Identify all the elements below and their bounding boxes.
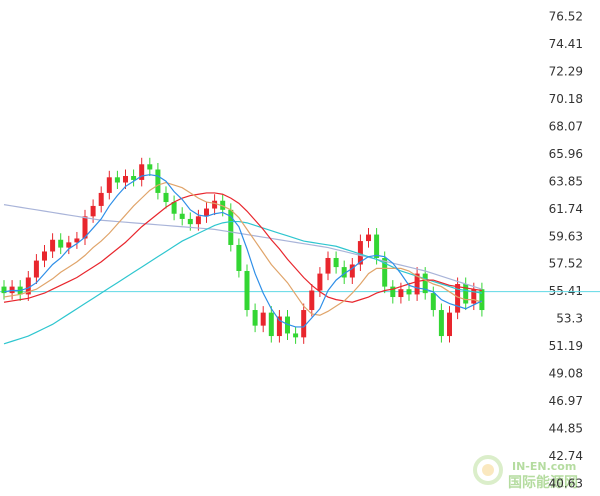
candle-body [9, 286, 15, 294]
candle-body [357, 241, 363, 265]
candle-body [195, 216, 201, 225]
candle-body [366, 234, 371, 242]
y-tick-label: 40.63 [549, 477, 583, 491]
candle-body [471, 289, 477, 304]
candle-body [455, 284, 461, 313]
candle-body [463, 284, 469, 304]
y-tick-label: 72.29 [549, 65, 583, 79]
candle-body [309, 290, 315, 311]
candle-body [293, 333, 299, 338]
candle-body [66, 242, 72, 248]
candle-body [479, 289, 485, 311]
watermark-logo [473, 455, 503, 485]
y-tick-label: 70.18 [549, 92, 583, 106]
candle-body [252, 310, 258, 326]
candle-body [438, 310, 444, 337]
moving-average-line [3, 181, 483, 316]
candle-body [155, 169, 161, 193]
candle-body [171, 202, 177, 214]
candle-body [58, 239, 64, 248]
candle-body [268, 312, 274, 337]
y-tick-label: 44.85 [549, 422, 583, 436]
candle-body [349, 264, 355, 278]
candle-body [382, 257, 388, 287]
y-tick-label: 74.41 [549, 37, 583, 51]
candle-body [374, 234, 380, 258]
candle-body [422, 273, 428, 294]
y-tick-label: 59.63 [549, 229, 583, 243]
candle-body [74, 238, 80, 243]
moving-average-line [3, 174, 483, 328]
candle-body [50, 239, 56, 252]
candle-body [147, 164, 153, 170]
candle-body [179, 213, 185, 219]
candle-body [204, 208, 209, 217]
candle-body [317, 273, 323, 291]
candle-body [260, 312, 266, 326]
candle-body [25, 277, 31, 295]
y-tick-label: 76.52 [549, 10, 583, 24]
y-tick-label: 46.97 [549, 394, 583, 408]
candle-body [98, 192, 104, 206]
moving-average-line [3, 220, 482, 345]
y-tick-label: 61.74 [549, 202, 583, 216]
y-tick-label: 65.96 [549, 147, 583, 161]
candle-body [131, 176, 137, 180]
y-tick-label: 49.08 [549, 367, 583, 381]
candle-body [114, 177, 120, 183]
candle-body [123, 176, 128, 183]
candle-body [187, 218, 193, 225]
candle-body [212, 200, 218, 209]
watermark-brand: IN-EN.com [512, 460, 576, 473]
candle-body [220, 200, 226, 210]
candle-body [390, 286, 396, 298]
y-tick-label: 42.74 [549, 449, 583, 463]
y-tick-label: 57.52 [549, 257, 583, 271]
candle-body [33, 260, 39, 278]
moving-average-line [3, 192, 482, 303]
candle-body [301, 310, 307, 338]
candle-body [333, 257, 339, 268]
candle-body [82, 216, 88, 239]
candle-body [406, 289, 412, 295]
y-tick-label: 51.19 [549, 339, 583, 353]
candle-body [139, 164, 145, 180]
candle-body [163, 192, 169, 203]
candle-body [285, 316, 290, 334]
candle-body [236, 244, 242, 271]
y-tick-label: 53.3 [556, 312, 583, 326]
candle-body [398, 289, 404, 298]
candle-body [325, 257, 331, 274]
candle-body [447, 312, 452, 337]
moving-average-line [3, 204, 483, 290]
candle-body [228, 209, 234, 245]
candle-body [430, 293, 436, 311]
candle-body [90, 205, 96, 217]
candle-body [42, 251, 47, 261]
candle-body [244, 270, 250, 311]
candle-body [341, 267, 347, 278]
candle-body [1, 286, 7, 294]
candle-body [414, 273, 420, 295]
candle-body [276, 316, 282, 337]
y-tick-label: 68.07 [549, 119, 583, 133]
watermark-name: 国际能源网 [508, 474, 578, 491]
candle-body [106, 177, 112, 193]
y-tick-label: 63.85 [549, 174, 583, 188]
